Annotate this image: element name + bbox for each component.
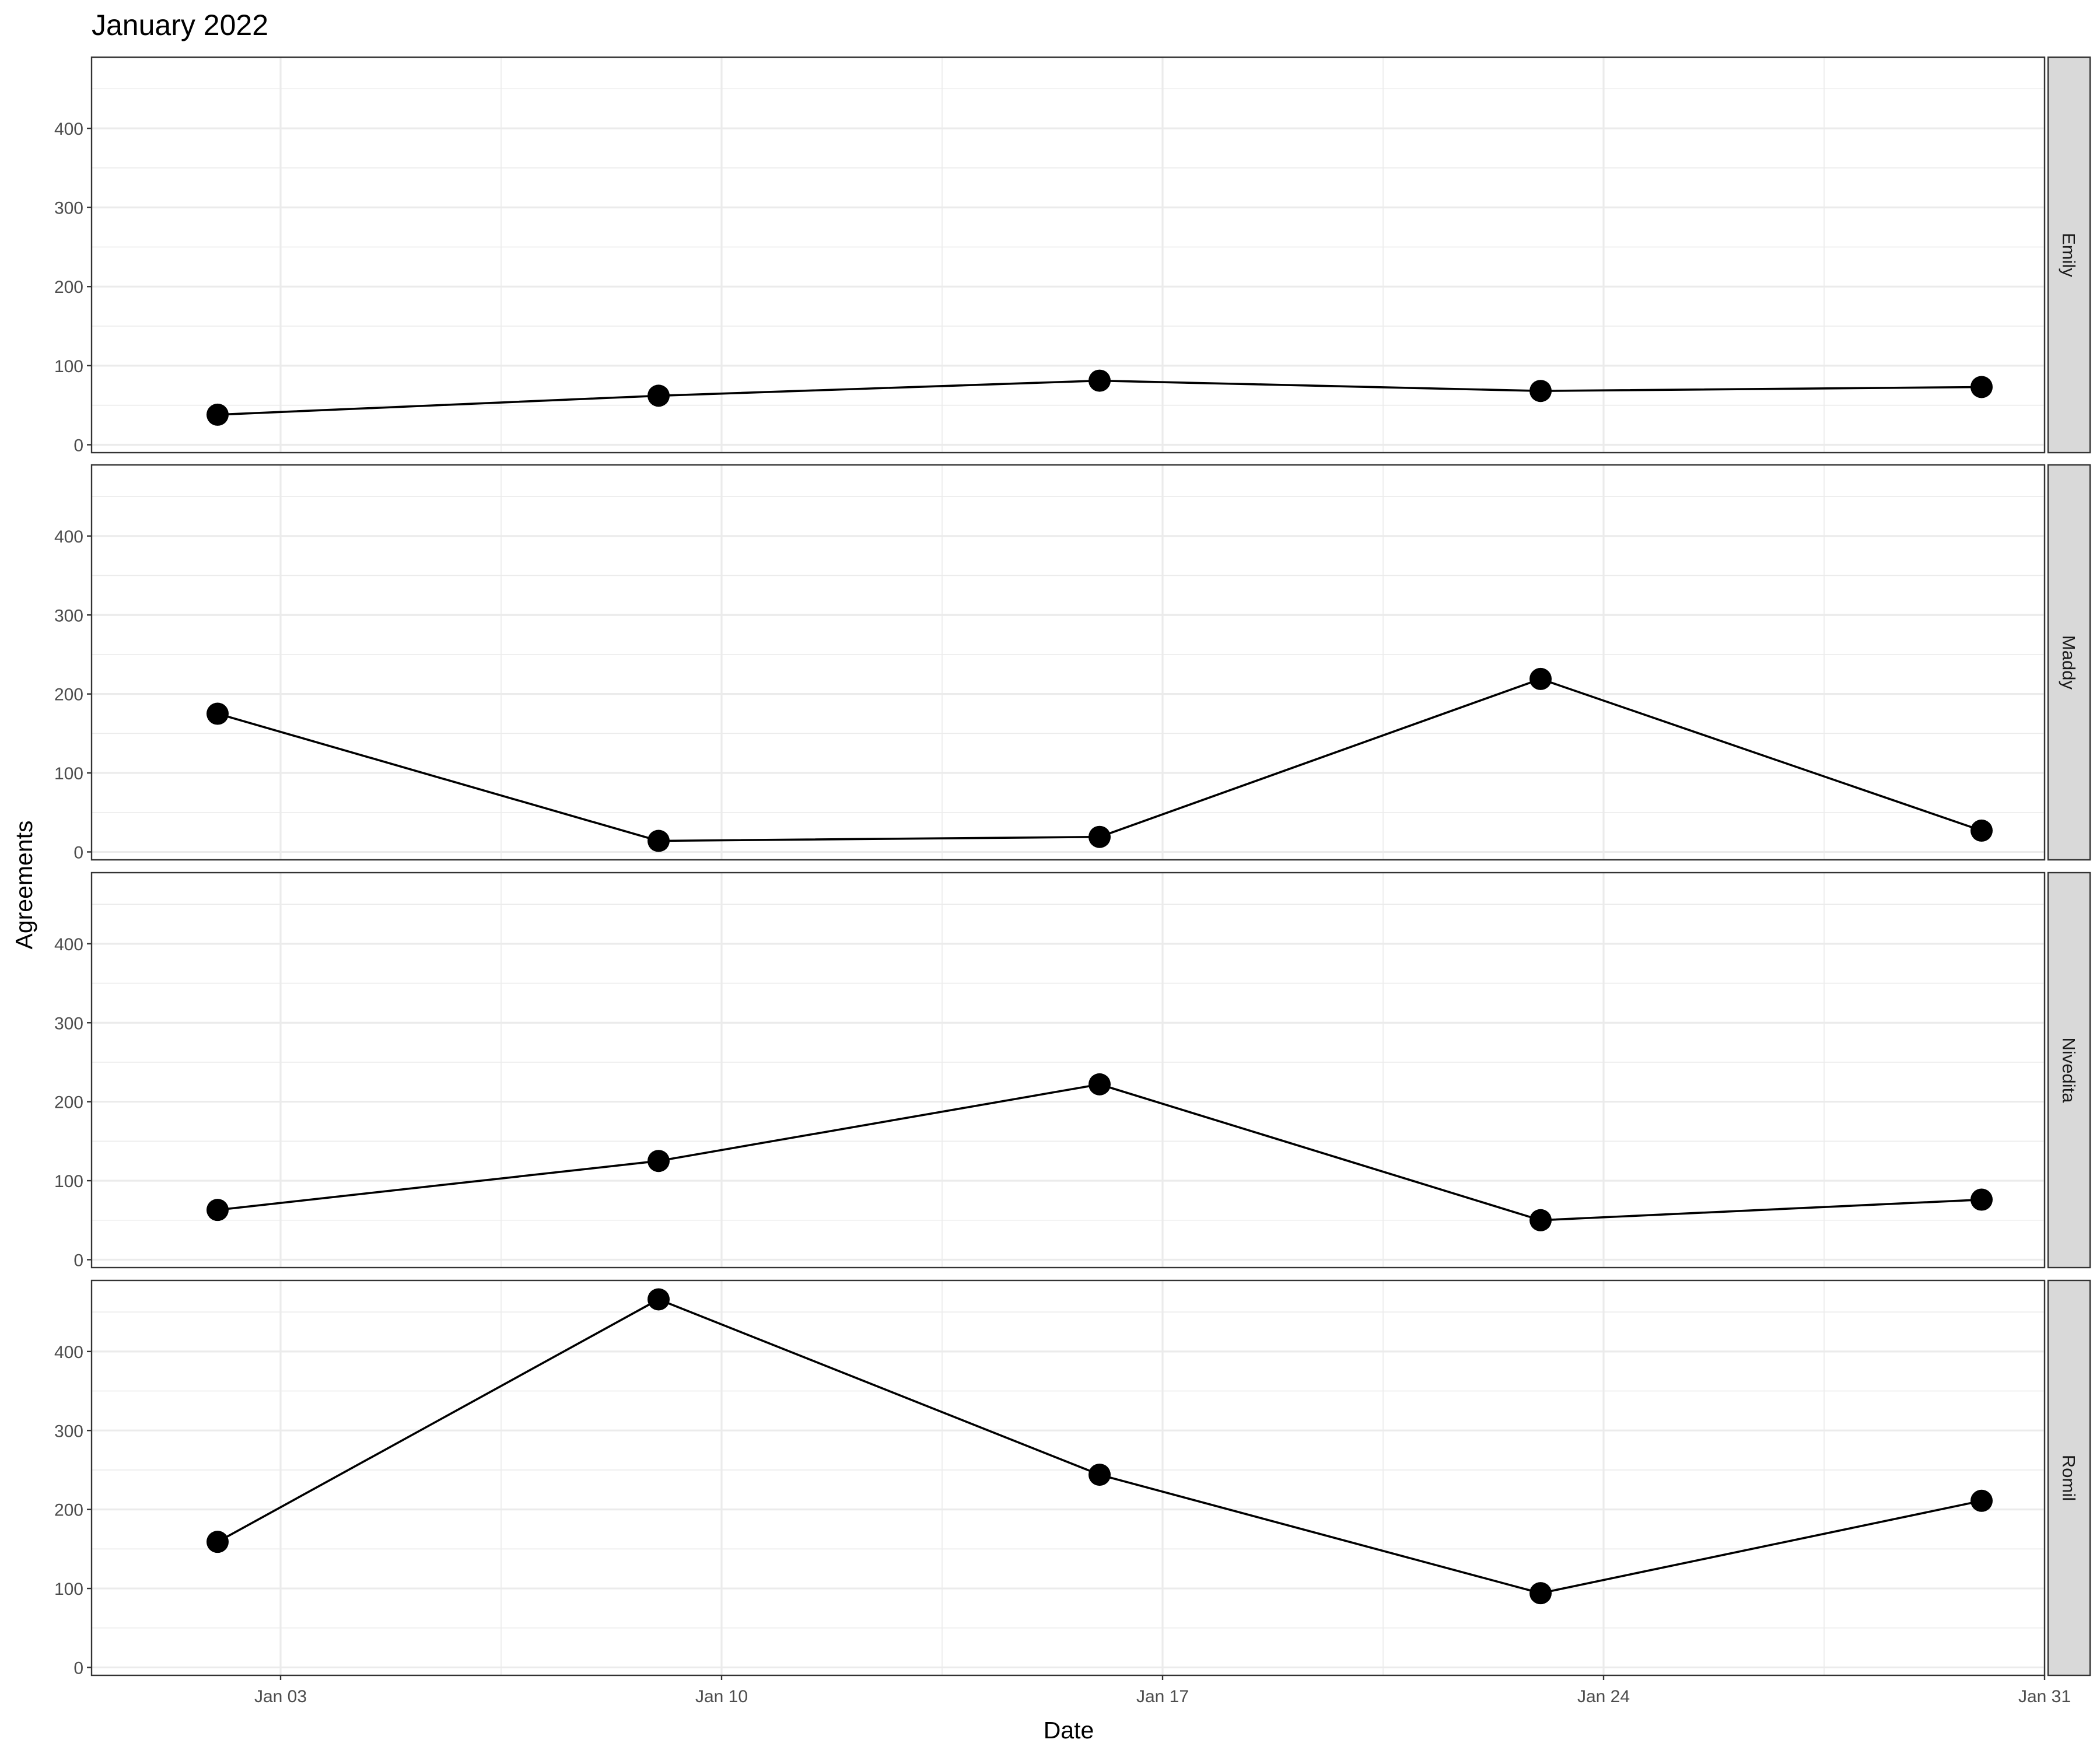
x-tick-label: Jan 10 bbox=[695, 1687, 748, 1706]
panel-border bbox=[90, 872, 2046, 1269]
y-tick-label: 100 bbox=[54, 1580, 83, 1599]
data-point bbox=[648, 830, 670, 852]
data-point bbox=[1971, 376, 1993, 398]
chart-title: January 2022 bbox=[92, 9, 268, 41]
facet-panel-maddy: 0 100 200 300 400 Maddy bbox=[54, 464, 2091, 862]
facet-strip bbox=[2047, 56, 2091, 454]
facet-panel-emily: 0 100 200 300 400 Emily bbox=[54, 56, 2091, 455]
data-point bbox=[206, 403, 229, 426]
x-tick-label: Jan 31 bbox=[2018, 1687, 2071, 1706]
facet-panel-romil: 0 100 200 300 400 Romil bbox=[54, 1279, 2091, 1678]
y-tick-label: 300 bbox=[54, 1422, 83, 1441]
y-tick-label: 200 bbox=[54, 1501, 83, 1520]
panel-background bbox=[92, 57, 2045, 453]
facet-strip-label: Maddy bbox=[2059, 635, 2079, 690]
y-tick-label: 0 bbox=[74, 1658, 83, 1678]
y-tick-label: 0 bbox=[74, 436, 83, 455]
panel-border bbox=[90, 1279, 2046, 1676]
y-tick-label: 400 bbox=[54, 120, 83, 139]
y-tick-label: 300 bbox=[54, 1014, 83, 1033]
data-point bbox=[1530, 380, 1552, 402]
y-tick-label: 300 bbox=[54, 606, 83, 625]
x-axis-title: Date bbox=[1044, 1717, 1094, 1744]
data-point bbox=[1971, 819, 1993, 842]
facet-panels: 0 100 200 300 400 Emily 0 100 200 300 400 Maddy 0 100… bbox=[54, 56, 2091, 1678]
y-tick-label: 100 bbox=[54, 357, 83, 376]
data-point bbox=[1530, 1582, 1552, 1605]
data-point bbox=[1088, 369, 1111, 392]
y-axis-title: Agreements bbox=[10, 820, 37, 949]
panel-background bbox=[92, 465, 2045, 860]
facet-strip-label: Romil bbox=[2059, 1455, 2079, 1501]
facet-strip-label: Emily bbox=[2059, 233, 2079, 277]
panel-border bbox=[90, 56, 2046, 454]
data-point bbox=[648, 1288, 670, 1311]
data-point bbox=[648, 384, 670, 407]
panel-background bbox=[92, 873, 2045, 1268]
y-tick-label: 300 bbox=[54, 199, 83, 218]
data-point bbox=[1971, 1188, 1993, 1211]
data-point bbox=[206, 1531, 229, 1553]
data-point bbox=[1088, 1464, 1111, 1486]
facet-strip bbox=[2047, 464, 2091, 861]
y-tick-label: 0 bbox=[74, 1251, 83, 1270]
data-point bbox=[1971, 1489, 1993, 1512]
y-tick-label: 200 bbox=[54, 1093, 83, 1112]
y-tick-label: 400 bbox=[54, 1343, 83, 1362]
data-point bbox=[206, 1199, 229, 1222]
facet-panel-nivedita: 0 100 200 300 400 Nivedita bbox=[54, 872, 2091, 1270]
data-point bbox=[1088, 1073, 1111, 1096]
data-point bbox=[206, 702, 229, 725]
x-tick-label: Jan 03 bbox=[254, 1687, 307, 1706]
y-tick-label: 0 bbox=[74, 843, 83, 862]
y-tick-label: 100 bbox=[54, 1172, 83, 1191]
data-point bbox=[1530, 1209, 1552, 1231]
x-tick-label: Jan 17 bbox=[1136, 1687, 1189, 1706]
y-tick-label: 100 bbox=[54, 764, 83, 783]
facet-strip bbox=[2047, 1279, 2091, 1676]
panel-background bbox=[92, 1280, 2045, 1675]
panel-border bbox=[90, 464, 2046, 861]
x-tick-label: Jan 24 bbox=[1577, 1687, 1630, 1706]
data-point bbox=[1530, 667, 1552, 690]
y-tick-label: 200 bbox=[54, 278, 83, 297]
data-point bbox=[1088, 825, 1111, 848]
y-tick-label: 400 bbox=[54, 935, 83, 954]
x-axis: Jan 03 Jan 10 Jan 17 Jan 24 Jan 31 bbox=[254, 1675, 2071, 1706]
data-point bbox=[648, 1150, 670, 1172]
facet-strip bbox=[2047, 872, 2091, 1269]
y-tick-label: 400 bbox=[54, 527, 83, 547]
facet-strip-label: Nivedita bbox=[2059, 1038, 2079, 1104]
y-tick-label: 200 bbox=[54, 685, 83, 705]
